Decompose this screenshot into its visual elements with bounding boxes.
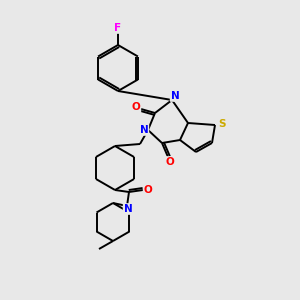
Text: N: N: [171, 91, 179, 101]
Text: O: O: [166, 157, 174, 167]
Text: O: O: [132, 102, 140, 112]
Text: F: F: [114, 23, 122, 33]
Text: S: S: [218, 119, 226, 129]
Text: N: N: [140, 125, 148, 135]
Text: N: N: [124, 204, 132, 214]
Text: O: O: [144, 185, 152, 195]
